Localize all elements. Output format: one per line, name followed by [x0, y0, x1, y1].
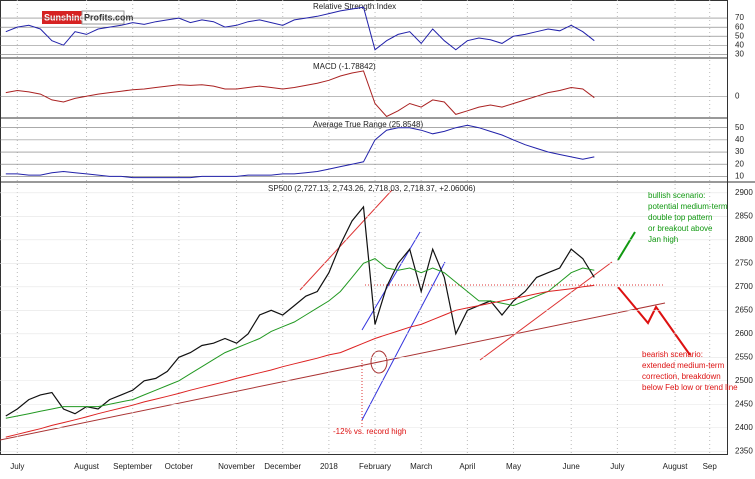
trend-line	[361, 261, 446, 421]
logo: Profits.com	[84, 12, 134, 22]
annotation: below Feb low or trend line	[642, 383, 738, 392]
x-tick-label: July	[610, 462, 624, 471]
x-tick-label: 2018	[320, 462, 338, 471]
bearish-arrow	[617, 286, 691, 356]
x-tick-label: August	[74, 462, 100, 471]
x-tick-label: Sep	[703, 462, 718, 471]
panel-title: Average True Range (25.8548)	[313, 120, 423, 129]
panel-title: MACD (-1.78842)	[313, 62, 376, 71]
y-tick-label: 60	[735, 22, 744, 31]
y-tick-label: 2750	[735, 258, 753, 267]
y-tick-label: 2700	[735, 282, 753, 291]
y-tick-label: 2650	[735, 305, 753, 314]
series-line	[5, 284, 595, 438]
annotation: -12% vs. record high	[333, 427, 406, 436]
y-tick-label: 50	[735, 31, 744, 40]
y-tick-label: 2800	[735, 235, 753, 244]
y-tick-label: 2850	[735, 211, 753, 220]
bullish-arrow	[617, 231, 636, 261]
logo-box	[42, 11, 82, 24]
x-tick-label: December	[264, 462, 301, 471]
x-tick-label: October	[165, 462, 194, 471]
annotation: bearish scenario:	[642, 350, 703, 359]
y-tick-label: 2350	[735, 446, 753, 455]
y-tick-label: 10	[735, 171, 744, 180]
x-tick-label: September	[113, 462, 152, 471]
series-line	[5, 6, 595, 51]
y-tick-label: 40	[735, 40, 744, 49]
y-tick-label: 50	[735, 123, 744, 132]
x-tick-label: May	[506, 462, 521, 471]
annotation: double top pattern	[648, 213, 713, 222]
y-tick-label: 2400	[735, 423, 753, 432]
trend-line	[361, 231, 421, 331]
y-tick-label: 40	[735, 135, 744, 144]
logo-box	[81, 10, 125, 25]
annotation: potential medium-term	[648, 202, 728, 211]
series-line	[5, 124, 595, 179]
y-tick-label: 30	[735, 49, 744, 58]
x-tick-label: March	[410, 462, 432, 471]
highlight	[370, 350, 388, 374]
y-tick-label: 0	[735, 91, 740, 100]
logo: Sunshine	[44, 12, 85, 22]
y-tick-label: 2450	[735, 399, 753, 408]
x-tick-label: August	[663, 462, 689, 471]
panel-title: SP500 (2,727.13, 2,743.26, 2,718.03, 2,7…	[268, 184, 476, 193]
annotation: extended medium-term	[642, 361, 725, 370]
x-tick-label: November	[218, 462, 255, 471]
series-line	[5, 205, 595, 417]
y-tick-label: 70	[735, 13, 744, 22]
annotation: correction, breakdown	[642, 372, 721, 381]
x-tick-label: April	[459, 462, 475, 471]
y-tick-label: 2600	[735, 329, 753, 338]
annotation: Jan high	[648, 235, 678, 244]
y-tick-label: 2550	[735, 352, 753, 361]
annotation: bullish scenario:	[648, 191, 705, 200]
panel-title: Relative Strength Index	[313, 2, 396, 11]
x-tick-label: July	[10, 462, 24, 471]
frame	[0, 0, 728, 455]
trend-line	[0, 302, 666, 441]
y-tick-label: 2900	[735, 188, 753, 197]
x-tick-label: June	[563, 462, 581, 471]
trend-line	[479, 261, 613, 361]
y-tick-label: 30	[735, 147, 744, 156]
y-tick-label: 20	[735, 159, 744, 168]
y-tick-label: 2500	[735, 376, 753, 385]
x-tick-label: February	[359, 462, 391, 471]
annotation: or breakout above	[648, 224, 713, 233]
series-line	[5, 70, 595, 118]
